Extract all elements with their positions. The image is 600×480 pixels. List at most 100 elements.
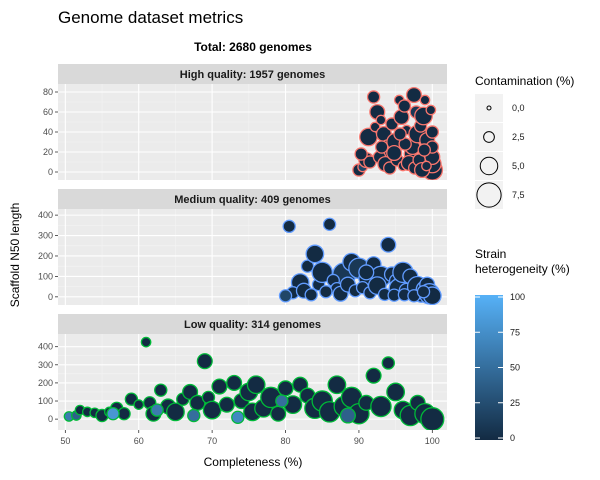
genome-point xyxy=(117,406,131,421)
y-tick-label: 300 xyxy=(38,360,53,370)
colorbar-label: 50 xyxy=(510,363,520,373)
y-tick-label: 0 xyxy=(48,167,53,177)
genome-point xyxy=(381,356,395,370)
x-tick-label: 50 xyxy=(60,436,70,446)
genome-point xyxy=(327,375,347,395)
contamination-legend-title: Contamination (%) xyxy=(475,74,574,88)
y-tick-label: 200 xyxy=(38,378,53,388)
genome-point xyxy=(375,114,387,126)
genome-point xyxy=(246,375,266,395)
y-tick-label: 20 xyxy=(43,147,53,157)
genome-point xyxy=(319,285,333,299)
size-key-bg xyxy=(475,181,503,209)
genome-point xyxy=(370,395,392,418)
y-tick-label: 40 xyxy=(43,127,53,137)
chart-subtitle: Total: 2680 genomes xyxy=(194,40,312,54)
size-key-label: 5,0 xyxy=(512,161,525,171)
size-key-circle xyxy=(476,182,502,208)
facet-panel-2: Low quality: 314 genomes 0 100 200 300 400 xyxy=(38,314,447,430)
size-key-label: 2,5 xyxy=(512,132,525,142)
x-tick-label: 80 xyxy=(281,436,291,446)
facet-strip-label: High quality: 1957 genomes xyxy=(180,69,325,81)
panel-points xyxy=(352,86,444,180)
genome-point xyxy=(304,288,318,302)
genome-point xyxy=(386,382,406,402)
facet-panels: High quality: 1957 genomes 0 20 40 60 80 Mediu… xyxy=(38,64,447,446)
y-tick-label: 300 xyxy=(38,231,53,241)
size-key-label: 7,5 xyxy=(512,190,525,200)
genome-point xyxy=(305,244,325,264)
x-tick-label: 70 xyxy=(207,436,217,446)
facet-panel-0: High quality: 1957 genomes 0 20 40 60 80 xyxy=(43,64,447,180)
genome-point xyxy=(275,394,289,408)
genome-point xyxy=(322,217,337,232)
size-key-circle xyxy=(486,105,492,111)
genome-point xyxy=(231,410,245,425)
genome-point xyxy=(420,407,445,430)
chart-title: Genome dataset metrics xyxy=(58,8,243,27)
facet-strip-label: Low quality: 314 genomes xyxy=(184,319,321,331)
panel-points xyxy=(278,217,442,305)
genome-point xyxy=(397,99,412,113)
genome-point xyxy=(365,367,382,384)
colorbar-label: 100 xyxy=(510,292,525,302)
genome-point xyxy=(150,403,164,417)
facet-panel-1: Medium quality: 409 genomes 0 100 200 300 400 xyxy=(38,189,447,305)
genome-point xyxy=(386,144,403,162)
genome-point xyxy=(417,143,431,157)
size-key-label: 0,0 xyxy=(512,103,525,113)
y-tick-label: 400 xyxy=(38,342,53,352)
genome-point xyxy=(140,336,152,348)
size-key-circle xyxy=(483,131,495,143)
strain-legend-title-line2: heterogeneity (%) xyxy=(475,262,570,276)
genome-point xyxy=(166,402,185,422)
y-tick-label: 100 xyxy=(38,396,53,406)
x-tick-label: 100 xyxy=(425,436,440,446)
size-key-bg xyxy=(475,152,503,180)
genome-point xyxy=(311,261,333,284)
facet-strip xyxy=(58,189,447,209)
genome-point xyxy=(282,219,296,234)
contamination-legend: Contamination (%) 0,0 2,5 5,0 7,5 xyxy=(475,74,574,209)
genome-point xyxy=(354,147,368,161)
genome-point xyxy=(277,380,294,397)
genome-point xyxy=(425,125,440,139)
genome-point xyxy=(278,289,293,303)
y-tick-label: 400 xyxy=(38,210,53,220)
colorbar-label: 75 xyxy=(510,327,520,337)
x-axis-label: Completeness (%) xyxy=(204,455,303,469)
y-tick-label: 0 xyxy=(48,414,53,424)
genome-point xyxy=(196,353,213,370)
colorbar-label: 0 xyxy=(510,433,515,443)
genome-point xyxy=(106,406,120,421)
genome-point xyxy=(393,127,407,141)
genome-point xyxy=(339,407,356,424)
genome-point xyxy=(374,140,389,154)
y-tick-label: 200 xyxy=(38,251,53,261)
genome-point xyxy=(218,396,235,413)
y-tick-label: 60 xyxy=(43,107,53,117)
genome-point xyxy=(226,374,243,391)
genome-point xyxy=(421,160,432,172)
genome-point xyxy=(380,236,397,253)
strain-legend-title-line1: Strain xyxy=(475,247,506,261)
size-key-bg xyxy=(475,94,503,122)
facet-strip-label: Medium quality: 409 genomes xyxy=(174,194,330,206)
genome-point xyxy=(366,90,381,104)
genome-point xyxy=(154,383,168,397)
genome-point xyxy=(419,94,431,106)
genome-point xyxy=(211,378,228,395)
genome-point xyxy=(416,285,431,299)
genome-point xyxy=(405,86,423,104)
x-tick-label: 90 xyxy=(354,436,364,446)
facet-strip xyxy=(58,314,447,334)
genome-point xyxy=(425,104,437,116)
size-key-circle xyxy=(479,156,499,176)
size-key-bg xyxy=(475,123,503,151)
strain-heterogeneity-legend: Strain heterogeneity (%) 0 25 50 75 100 xyxy=(475,247,570,443)
genome-point xyxy=(133,399,145,410)
facet-strip xyxy=(58,64,447,84)
x-tick-label: 60 xyxy=(134,436,144,446)
genome-point xyxy=(202,400,222,420)
